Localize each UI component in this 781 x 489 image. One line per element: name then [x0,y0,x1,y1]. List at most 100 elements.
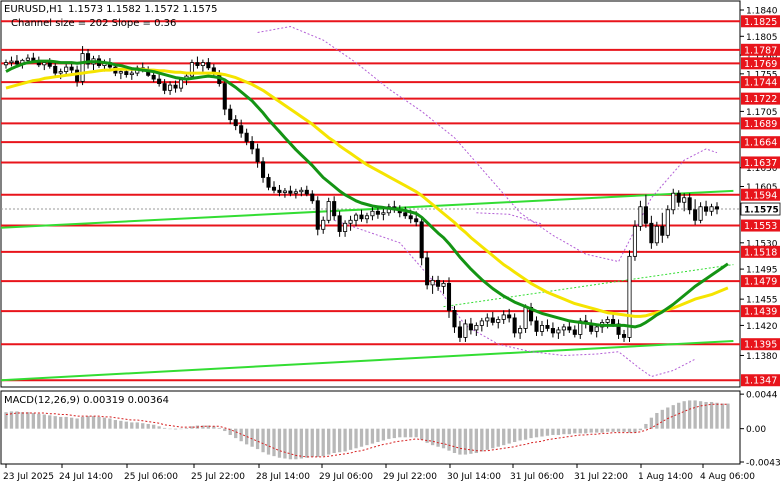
candle [539,320,545,336]
candle-body [206,62,211,69]
macd-histogram-bar [15,411,19,429]
macd-histogram-bar [327,428,331,455]
macd-histogram-bar [288,428,293,460]
price-tick-label: 1.1605 [746,183,778,193]
level-tag [741,76,780,89]
candle [200,59,205,72]
candle-body [271,186,277,191]
macd-histogram-bar [37,413,41,429]
candle-body [545,325,550,329]
macd-histogram-bar [223,428,227,432]
candle [490,311,495,326]
candle-body [375,210,380,215]
candle [512,313,517,338]
macd-histogram-bar [250,428,254,447]
candle-body [3,62,9,66]
candle-body [293,191,298,194]
candle [496,316,501,329]
candle-body [47,62,52,67]
macd-histogram-bar [578,428,582,434]
macd-histogram-bar [321,428,325,457]
macd-histogram-bar [86,416,90,429]
macd-histogram-bar [523,428,528,440]
time-tick-label: 31 Jul 06:00 [510,472,564,482]
candle [321,216,326,234]
time-tick-label: 23 Jul 2025 [3,472,54,482]
candle-body [364,215,370,220]
time-tick-label: 24 Jul 14:00 [59,472,113,482]
macd-histogram-bar [283,428,287,459]
level-tag [741,188,780,201]
candle [364,212,370,224]
candle-body [228,108,233,121]
candle-body [638,206,643,227]
macd-histogram-bar [299,428,303,459]
candle-body [632,225,638,257]
candle [419,217,424,266]
candle-body [474,325,479,331]
candle-body [501,314,506,320]
candle [315,196,320,236]
candle [425,251,430,290]
candle [250,136,255,155]
time-tick-label: 31 Jul 22:00 [574,472,628,482]
candle [430,275,435,294]
candle-body [441,282,446,287]
candle-body [621,334,627,338]
macd-histogram-bar [179,428,183,430]
candle-body [168,84,173,91]
candle-body [534,320,539,332]
macd-histogram-bar [4,412,8,429]
candle [654,221,659,246]
level-tag-label: 1.1637 [744,158,777,169]
macd-histogram-bar [42,414,46,429]
macd-histogram-bar [595,428,599,433]
candle-body [643,206,648,224]
candle-body [512,317,517,334]
candle [162,79,167,95]
candle [129,70,134,80]
candle-body [64,66,69,72]
price-tick-label: 1.1530 [746,239,778,249]
candle [293,188,298,199]
candle [277,184,282,197]
macd-histogram-bar [337,428,342,453]
candle [337,211,342,237]
band-lower-line [334,219,696,378]
macd-histogram-bar [146,423,150,429]
macd-histogram-bar [480,428,484,452]
candle [359,209,364,222]
level-tag-label: 1.1825 [744,17,777,28]
candle-body [682,197,687,203]
candle-body [408,215,413,220]
candle-body [233,119,238,127]
level-tag [741,57,780,70]
candle-body [627,255,632,338]
candle [452,305,457,333]
candle-body [676,192,681,203]
macd-histogram-bar [496,428,500,447]
macd-histogram-bar [261,428,265,453]
macd-histogram-bar [409,428,413,438]
macd-tick-label: -0.00431 [746,459,781,469]
macd-histogram-bar [108,418,112,429]
macd-histogram-bar [430,428,435,446]
level-tag [741,136,780,149]
band-mid-line [476,212,543,225]
macd-histogram-bar [688,400,692,429]
candle [206,58,211,71]
candle-body [189,62,194,77]
candle [676,190,681,207]
candle [479,317,484,332]
candle [567,320,572,333]
price-tick-label: 1.1630 [746,164,778,174]
time-tick-label: 25 Jul 06:00 [124,472,178,482]
candle [370,206,375,221]
level-tag [741,219,780,232]
macd-histogram-bar [387,428,391,439]
candle [671,188,676,215]
macd-histogram-bar [507,428,511,444]
candle-body [709,206,714,212]
